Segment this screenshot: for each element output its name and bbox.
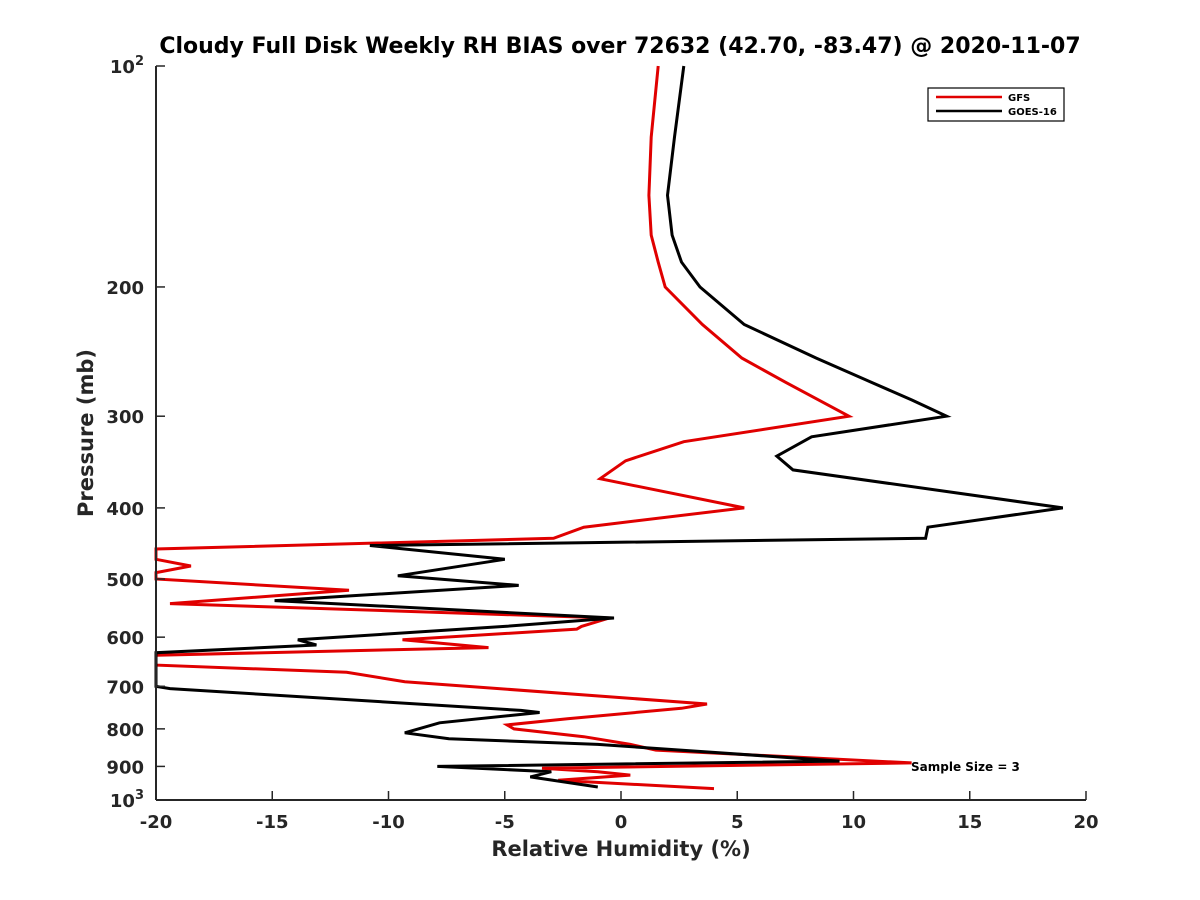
x-tick-label: 5 bbox=[731, 812, 744, 833]
y-tick-label: 300 bbox=[106, 407, 144, 428]
y-tick-label: 800 bbox=[106, 720, 144, 741]
x-tick-label: -10 bbox=[372, 812, 405, 833]
y-axis-label: Pressure (mb) bbox=[74, 349, 98, 517]
x-axis-label: Relative Humidity (%) bbox=[491, 837, 750, 861]
y-tick-label: 900 bbox=[106, 757, 144, 778]
x-tick-label: -5 bbox=[495, 812, 515, 833]
y-tick-label: 103 bbox=[110, 788, 144, 812]
x-tick-label: 15 bbox=[957, 812, 982, 833]
y-tick-label: 600 bbox=[106, 628, 144, 649]
y-tick-label: 200 bbox=[106, 278, 144, 299]
legend-goes16-label: GOES-16 bbox=[1008, 107, 1057, 118]
sample-size-annotation: Sample Size = 3 bbox=[911, 760, 1020, 774]
legend: GFS GOES-16 bbox=[927, 87, 1065, 122]
x-tick-label: 20 bbox=[1073, 812, 1098, 833]
x-tick-label: -15 bbox=[256, 812, 289, 833]
chart-title: Cloudy Full Disk Weekly RH BIAS over 726… bbox=[159, 34, 1080, 59]
x-tick-label: -20 bbox=[140, 812, 173, 833]
y-tick-label: 400 bbox=[106, 499, 144, 520]
y-ticks: 102 200 300 400 500 600 700 800 900 103 bbox=[106, 54, 165, 812]
y-tick-label: 102 bbox=[110, 54, 144, 78]
y-tick-label: 500 bbox=[106, 570, 144, 591]
series-line-gfs bbox=[154, 65, 912, 791]
legend-gfs-label: GFS bbox=[1008, 93, 1030, 104]
series-line-goes-16 bbox=[154, 65, 1064, 789]
legend-box bbox=[927, 87, 1065, 122]
x-tick-label: 0 bbox=[615, 812, 628, 833]
y-tick-label: 700 bbox=[106, 677, 144, 698]
x-tick-label: 10 bbox=[841, 812, 866, 833]
x-ticks: -20 -15 -10 -5 0 5 10 15 20 bbox=[140, 791, 1099, 833]
series-layer bbox=[154, 65, 1064, 791]
